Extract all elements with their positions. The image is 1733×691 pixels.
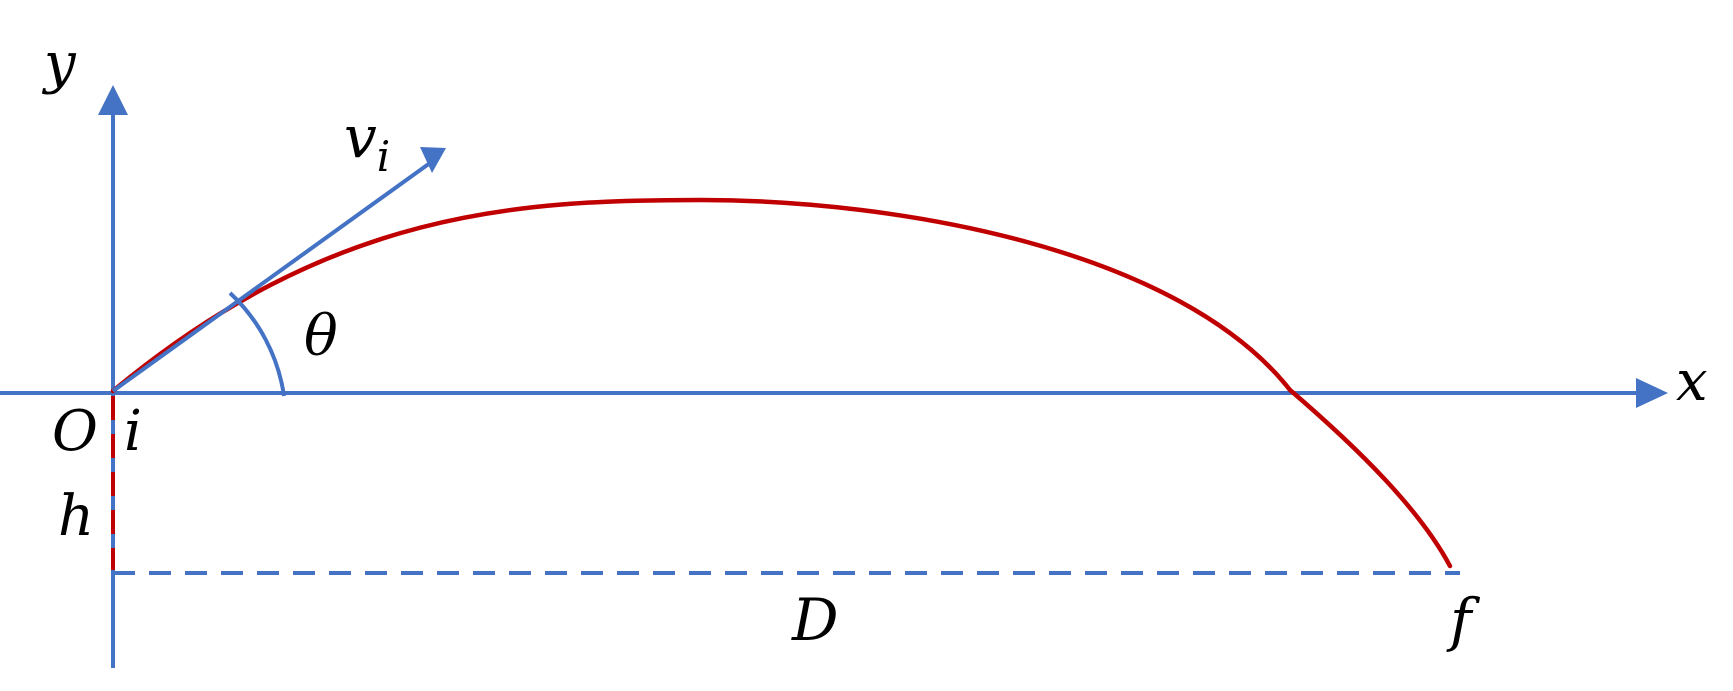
x-axis-arrowhead [1636, 378, 1668, 408]
velocity-label: vi [344, 103, 390, 181]
angle-label: θ [304, 304, 338, 369]
final-point-label: f [1446, 586, 1481, 654]
distance-label: D [791, 586, 839, 654]
y-axis-arrowhead [98, 85, 128, 115]
velocity-label-subscript: i [377, 132, 390, 181]
velocity-vector-arrowhead [420, 147, 446, 173]
velocity-vector-line [111, 161, 432, 393]
origin-label: O [52, 399, 98, 464]
velocity-label-base: v [344, 103, 377, 171]
height-label: h [58, 484, 94, 549]
initial-point-label: i [124, 399, 142, 464]
y-axis-label: y [41, 31, 77, 96]
trajectory-curve [110, 197, 1453, 569]
x-axis-label: x [1676, 349, 1708, 414]
angle-arc [228, 291, 286, 397]
